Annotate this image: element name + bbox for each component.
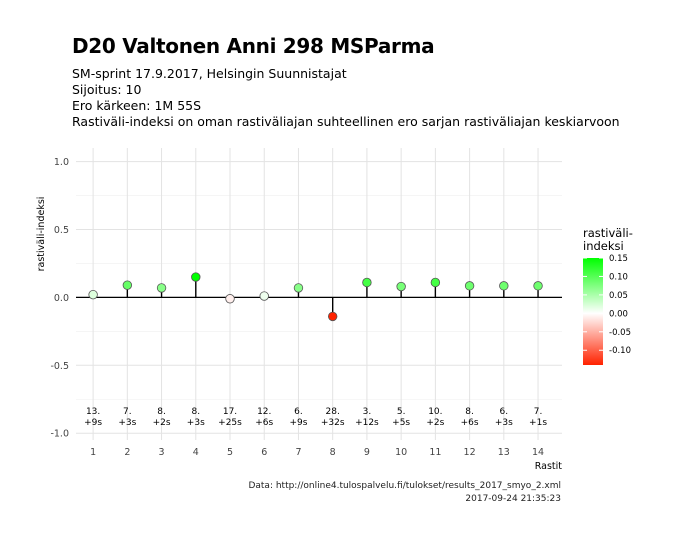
data-point: [191, 272, 201, 282]
x-tick-label: 10: [395, 447, 407, 458]
rank-label: 8.: [191, 407, 200, 417]
legend-label: 0.10: [609, 272, 628, 282]
rank-label: 6.: [294, 407, 303, 417]
x-tick-label: 12: [464, 447, 476, 458]
subtitle-gap: Ero kärkeen: 1M 55S: [72, 98, 202, 113]
diff-label: +32s: [321, 418, 345, 428]
data-point: [464, 281, 475, 291]
diff-label: +3s: [495, 418, 513, 428]
x-tick-label: 1: [90, 447, 96, 458]
diff-label: +5s: [392, 418, 410, 428]
legend-label: -0.05: [609, 328, 631, 338]
rank-label: 12.: [257, 407, 271, 417]
data-point: [259, 291, 269, 301]
rank-label: 13.: [86, 407, 100, 417]
diff-label: +6s: [461, 418, 479, 428]
x-tick-label: 13: [498, 447, 510, 458]
legend-label: 0.00: [609, 309, 628, 319]
x-tick-label: 2: [124, 447, 130, 458]
rank-label: 10.: [428, 407, 442, 417]
legend-label: 0.05: [609, 291, 628, 301]
data-point: [327, 311, 338, 322]
data-point: [396, 281, 406, 292]
y-tick-label: 1.0: [54, 157, 69, 168]
data-point: [430, 277, 441, 288]
diff-label: +9s: [289, 418, 307, 428]
diff-label: +6s: [255, 418, 273, 428]
diff-label: +12s: [355, 418, 379, 428]
data-point: [88, 289, 98, 300]
legend-title: indeksi: [583, 239, 624, 253]
rank-label: 5.: [397, 407, 406, 417]
rank-label: 28.: [326, 407, 340, 417]
diff-label: +9s: [84, 418, 102, 428]
diff-label: +3s: [187, 418, 205, 428]
subtitle-rank: Sijoitus: 10: [72, 82, 142, 97]
diff-label: +25s: [218, 418, 242, 428]
chart-title: D20 Valtonen Anni 298 MSParma: [72, 34, 435, 58]
diff-label: +3s: [118, 418, 136, 428]
x-tick-label: 7: [295, 447, 301, 458]
rank-label: 17.: [223, 407, 237, 417]
subtitle-description: Rastiväli-indeksi on oman rastiväliajan …: [72, 114, 620, 129]
legend-label: 0.15: [609, 254, 628, 264]
x-tick-label: 14: [532, 447, 544, 458]
diff-label: +2s: [153, 418, 171, 428]
data-point: [499, 281, 509, 291]
data-point: [122, 280, 133, 290]
data-point: [293, 283, 304, 293]
data-point: [156, 283, 167, 293]
data-source: Data: http://online4.tulospalvelu.fi/tul…: [248, 481, 561, 491]
rank-label: 8.: [157, 407, 166, 417]
x-axis-title: Rastit: [535, 461, 563, 472]
y-tick-label: -0.5: [50, 361, 69, 372]
x-tick-label: 3: [159, 447, 165, 458]
legend-colorbar: [583, 258, 603, 365]
data-point: [362, 277, 372, 288]
data-point: [225, 294, 235, 304]
y-axis-title: rastiväli-indeksi: [36, 197, 47, 272]
x-tick-label: 4: [193, 447, 199, 458]
rank-label: 6.: [500, 407, 509, 417]
timestamp: 2017-09-24 21:35:23: [465, 494, 561, 504]
legend-title: rastiväli-: [583, 226, 633, 240]
x-tick-label: 9: [364, 447, 370, 458]
y-tick-label: 0.0: [54, 293, 69, 304]
y-tick-label: 0.5: [54, 225, 69, 236]
x-tick-label: 6: [261, 447, 267, 458]
diff-label: +1s: [529, 418, 547, 428]
data-point: [533, 281, 543, 291]
x-tick-label: 8: [330, 447, 336, 458]
diff-label: +2s: [426, 418, 444, 428]
rank-label: 8.: [465, 407, 474, 417]
subtitle-event: SM-sprint 17.9.2017, Helsingin Suunnista…: [72, 66, 347, 81]
x-tick-label: 11: [429, 447, 441, 458]
rank-label: 3.: [363, 407, 372, 417]
x-tick-label: 5: [227, 447, 233, 458]
legend-label: -0.10: [609, 346, 631, 356]
y-tick-label: -1.0: [50, 429, 69, 440]
rank-label: 7.: [534, 407, 543, 417]
rank-label: 7.: [123, 407, 132, 417]
